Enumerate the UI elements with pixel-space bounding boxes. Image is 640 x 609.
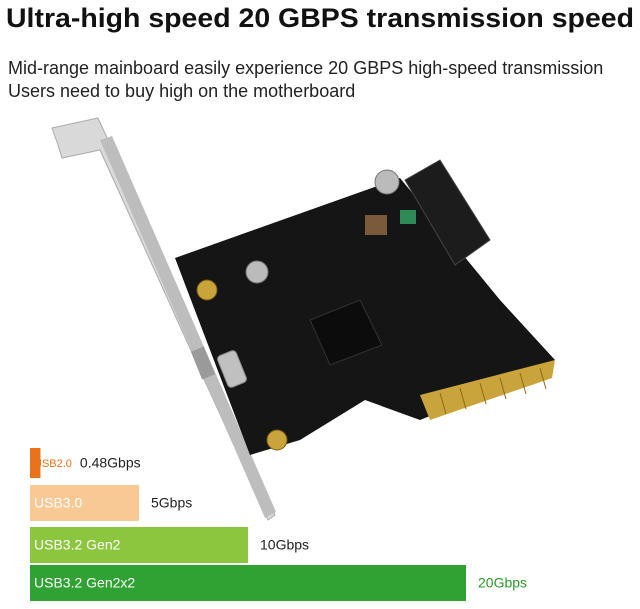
value-label: 5Gbps bbox=[151, 495, 192, 511]
bar bbox=[30, 565, 466, 601]
subtitle: Mid-range mainboard easily experience 20… bbox=[8, 58, 603, 78]
bar bbox=[30, 485, 139, 521]
product-image bbox=[51, 117, 555, 521]
value-label: 0.48Gbps bbox=[80, 455, 141, 471]
value-label: 10Gbps bbox=[260, 537, 309, 553]
subtitle: Users need to buy high on the motherboar… bbox=[8, 81, 355, 101]
title: Ultra-high speed 20 GBPS transmission sp… bbox=[6, 3, 634, 33]
bar bbox=[30, 448, 41, 478]
bar-category-label: USB3.2 Gen2 bbox=[34, 537, 121, 553]
value-label: 20Gbps bbox=[478, 575, 527, 591]
bar-category-label: USB3.2 Gen2x2 bbox=[34, 575, 135, 591]
bar-category-label: USB2.0 bbox=[34, 458, 72, 470]
bar-category-label: USB3.0 bbox=[34, 495, 82, 511]
bar bbox=[30, 527, 248, 563]
